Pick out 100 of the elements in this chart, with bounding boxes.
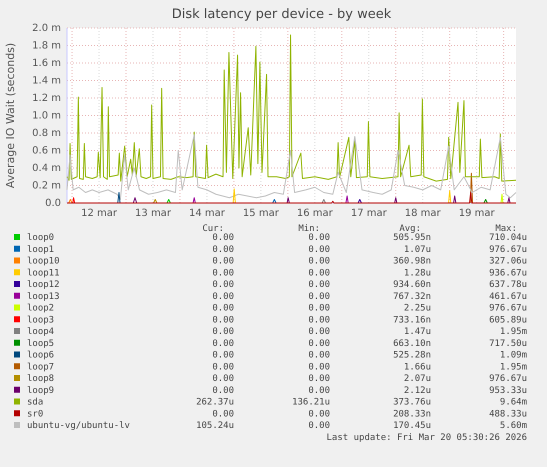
text: 525.28n (393, 350, 431, 360)
text: 2.12u (404, 386, 431, 396)
text: 461.67u (489, 292, 527, 302)
x-tick-label: 19 mar (458, 208, 496, 220)
text: Avg: (399, 224, 421, 234)
text: 936.67u (489, 268, 527, 278)
text: 0.00 (308, 315, 330, 326)
text: 0.00 (308, 350, 330, 360)
text: 0.00 (212, 327, 234, 337)
text: Max: (495, 224, 517, 234)
text: 0.00 (212, 374, 234, 384)
text: 0.00 (308, 327, 330, 337)
legend-label: loop0 (27, 233, 54, 243)
legend-label: loop10 (27, 256, 60, 266)
text: 767.32n (393, 292, 431, 302)
legend-label: loop8 (27, 374, 54, 384)
chart-title: Disk latency per device - by week (172, 7, 392, 22)
text: 0.00 (212, 268, 234, 278)
text: 717.50u (489, 338, 527, 349)
y-tick-label: 0.8 m (32, 128, 61, 140)
legend-label: ubuntu-vg/ubuntu-lv (27, 421, 130, 431)
x-tick-label: 15 mar (242, 208, 280, 220)
legend-label: loop7 (27, 362, 54, 372)
text: 1.47u (404, 327, 431, 337)
y-tick-label: 1.0 m (32, 110, 61, 122)
y-tick-label: 1.8 m (32, 40, 61, 52)
text: 2.07u (404, 374, 431, 384)
y-tick-label: 1.6 m (32, 58, 61, 70)
text: 0.00 (212, 409, 234, 420)
legend-label: loop11 (27, 268, 60, 278)
text: 0.00 (212, 386, 234, 396)
text: Cur: (202, 224, 224, 234)
text: 5.60m (500, 421, 527, 431)
text: 0.00 (308, 338, 330, 349)
text: 0.00 (308, 292, 330, 302)
text: 0.00 (308, 268, 330, 278)
text: 0.00 (212, 244, 234, 255)
y-tick-label: 0.4 m (32, 163, 61, 174)
text: 262.37u (196, 398, 234, 408)
text: 0.00 (308, 362, 330, 372)
text: 208.33n (393, 409, 431, 420)
text: 976.67u (489, 374, 527, 384)
text: 0.00 (308, 280, 330, 290)
x-tick-label: 13 mar (135, 208, 172, 220)
x-tick-label: 12 mar (81, 208, 118, 220)
text: 0.00 (308, 233, 330, 243)
legend-label: loop2 (27, 304, 54, 314)
text: 0.00 (212, 350, 234, 360)
legend-label: loop12 (27, 280, 60, 290)
text: 0.00 (212, 280, 234, 290)
text: 976.67u (489, 304, 527, 314)
text: 0.00 (212, 256, 234, 266)
text: 105.24u (196, 421, 234, 431)
text: 1.95m (500, 327, 527, 337)
legend-label: sda (27, 398, 44, 408)
text: 373.76u (393, 398, 431, 408)
x-tick-label: 14 mar (188, 208, 226, 220)
legend-label: loop13 (27, 292, 60, 302)
text: 0.00 (212, 292, 234, 302)
text: 710.04u (489, 233, 527, 243)
y-tick-label: 0.6 m (32, 146, 61, 157)
text: 170.45u (393, 421, 431, 431)
text: 733.16n (393, 315, 431, 326)
text: 136.21u (292, 398, 330, 408)
y-tick-label: 1.4 m (32, 76, 61, 87)
x-tick-label: 18 mar (404, 208, 442, 220)
text: 1.09m (500, 350, 527, 360)
text: 934.60n (393, 280, 431, 290)
text: 0.00 (212, 315, 234, 326)
text: 0.00 (212, 338, 234, 349)
text: 1.95m (500, 362, 527, 372)
text: 505.95n (393, 233, 431, 243)
x-tick-label: 17 mar (350, 208, 388, 220)
text: 0.00 (212, 233, 234, 243)
text: 637.78u (489, 280, 527, 290)
text: 360.98n (393, 256, 431, 266)
text: 1.07u (404, 244, 431, 255)
legend-label: loop1 (27, 244, 54, 255)
text: 0.00 (308, 409, 330, 420)
text: Min: (298, 224, 320, 234)
text: 0.00 (308, 421, 330, 431)
text: 976.67u (489, 244, 527, 255)
text: 0.00 (308, 386, 330, 396)
text: 0.00 (212, 362, 234, 372)
text: 1.66u (404, 362, 431, 372)
text: 0.00 (308, 244, 330, 255)
legend-label: loop3 (27, 315, 54, 326)
y-tick-label: 0.0 (45, 198, 61, 210)
text: 327.06u (489, 256, 527, 266)
text: 0.00 (308, 304, 330, 314)
x-tick-label: 16 mar (296, 208, 334, 220)
text: Last update: Fri Mar 20 05:30:26 2026 (326, 432, 527, 443)
legend-label: loop9 (27, 386, 54, 396)
text: 953.33u (489, 386, 527, 396)
legend-label: loop5 (27, 338, 54, 349)
y-tick-label: 1.2 m (32, 93, 61, 104)
text: 1.28u (404, 268, 431, 278)
legend-label: sr0 (27, 409, 44, 420)
legend-label: loop4 (27, 327, 54, 337)
text: 2.25u (404, 304, 431, 314)
